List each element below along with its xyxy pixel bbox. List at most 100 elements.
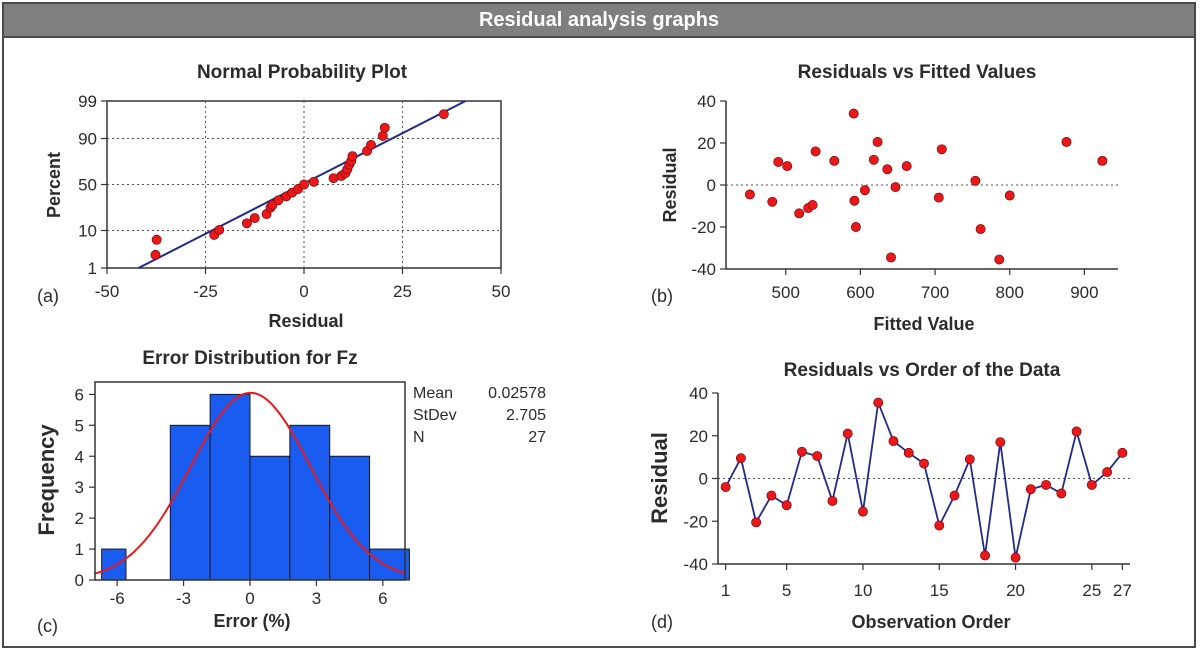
- data-point: [151, 234, 162, 245]
- data-point: [903, 447, 914, 458]
- data-point: [1117, 447, 1128, 458]
- x-tick-label: 27: [1113, 581, 1132, 600]
- data-point: [812, 451, 823, 462]
- y-tick-label: 1: [88, 259, 97, 278]
- y-tick-label: 99: [78, 92, 97, 111]
- data-point: [241, 218, 252, 229]
- data-point: [901, 161, 912, 172]
- chart-title-d: Residuals vs Order of the Data: [784, 360, 1061, 381]
- x-tick-label: 10: [854, 581, 873, 600]
- data-point: [890, 182, 901, 193]
- series-line: [724, 399, 1124, 558]
- x-tick-label: 500: [772, 283, 800, 302]
- data-point: [150, 249, 161, 260]
- x-tick-label: 800: [996, 283, 1024, 302]
- banner-title: Residual analysis graphs: [4, 4, 1194, 38]
- stat-label: Mean: [413, 385, 453, 402]
- data-point: [796, 446, 807, 457]
- data-point: [868, 154, 879, 165]
- histogram-bar: [249, 455, 291, 581]
- x-tick-label: 50: [492, 282, 511, 301]
- y-tick-label: -20: [683, 512, 708, 531]
- x-axis-label-d: Observation Order: [851, 612, 1010, 632]
- panel-label-d: (d): [651, 612, 673, 632]
- data-point: [994, 254, 1005, 265]
- residuals-vs-order-plot: Residuals vs Order of the Data (d) Obser…: [647, 360, 1132, 632]
- data-point: [347, 151, 358, 162]
- data-point: [949, 490, 960, 501]
- data-point: [1071, 426, 1082, 437]
- y-tick-label: 0: [707, 176, 716, 195]
- data-point: [735, 453, 746, 464]
- data-point: [273, 195, 284, 206]
- data-point: [1061, 136, 1072, 147]
- y-tick-label: 4: [75, 447, 84, 466]
- x-tick-label: 1: [721, 581, 730, 600]
- y-axis-label-a: Percent: [44, 152, 64, 218]
- data-point: [872, 136, 883, 147]
- ticks-b: 500 600 700 800 900 -40 -20 0 20 40: [691, 92, 1098, 302]
- data-point: [849, 195, 860, 206]
- chart-title-c: Error Distribution for Fz: [142, 348, 357, 369]
- data-point: [1010, 552, 1021, 563]
- data-point: [751, 517, 762, 528]
- data-point: [249, 213, 260, 223]
- panel-label-c: (c): [37, 616, 58, 636]
- marks-a: [138, 100, 466, 269]
- stat-label: StDev: [413, 407, 457, 424]
- data-point: [934, 520, 945, 531]
- stat-value: 2.705: [506, 407, 546, 424]
- error-distribution-histogram: Error Distribution for Fz (c) Error (%) …: [34, 348, 546, 636]
- data-point: [882, 164, 893, 175]
- y-tick-label: 20: [697, 134, 716, 153]
- data-point: [379, 122, 390, 133]
- y-tick-label: -40: [691, 260, 716, 279]
- data-point: [842, 428, 853, 439]
- normal-probability-plot: Normal Probability Plot (a) Residual Per…: [37, 62, 510, 331]
- data-point: [810, 146, 821, 157]
- panel-label-b: (b): [651, 286, 673, 306]
- y-tick-label: 6: [75, 385, 84, 404]
- x-tick-label: -3: [176, 589, 191, 608]
- ticks-c: -6 -3 0 3 6 0 1 2 3 4 5 6: [75, 385, 388, 608]
- x-tick-label: 0: [299, 282, 308, 301]
- data-point: [766, 490, 777, 501]
- x-tick-label: 0: [245, 589, 254, 608]
- y-tick-label: 0: [699, 470, 708, 489]
- data-point: [781, 500, 792, 511]
- data-point: [1025, 484, 1036, 495]
- y-tick-label: 40: [689, 384, 708, 403]
- data-point: [933, 192, 944, 203]
- y-tick-label: 90: [78, 130, 97, 149]
- histogram-bar: [329, 455, 371, 581]
- data-point: [1102, 467, 1113, 478]
- data-point: [886, 252, 896, 263]
- histogram-bar: [289, 424, 331, 581]
- y-axis-label-c: Frequency: [34, 424, 59, 536]
- data-point: [848, 108, 859, 119]
- ticks-a: -50 -25 0 25 50 1 10 50 90 99: [78, 92, 510, 301]
- x-axis-label-c: Error (%): [213, 611, 290, 631]
- y-tick-label: 3: [75, 478, 84, 497]
- stat-value: 27: [528, 429, 546, 446]
- y-axis-label-d: Residual: [647, 432, 672, 524]
- data-point: [1004, 190, 1015, 201]
- data-point: [308, 176, 319, 187]
- data-point: [850, 222, 861, 232]
- y-axis-label-b: Residual: [660, 147, 680, 222]
- x-axis-label-b: Fitted Value: [873, 314, 974, 334]
- stat-label: N: [413, 429, 425, 446]
- y-tick-label: 40: [697, 92, 716, 111]
- x-tick-label: 5: [782, 581, 791, 600]
- data-point: [858, 506, 868, 517]
- y-tick-label: 1: [75, 540, 84, 559]
- data-point: [980, 550, 990, 561]
- data-point: [859, 185, 870, 196]
- x-axis-label-a: Residual: [268, 311, 343, 331]
- y-tick-label: 50: [78, 176, 97, 195]
- x-tick-label: 25: [1082, 581, 1101, 600]
- data-point: [919, 458, 929, 469]
- x-tick-label: -6: [110, 589, 125, 608]
